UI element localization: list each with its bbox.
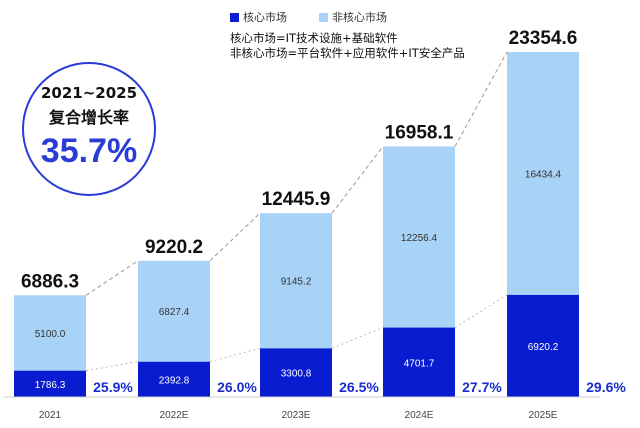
x-tick-label: 2024E: [405, 410, 434, 421]
legend-item-core: 核心市场: [230, 9, 287, 25]
bar-core-2024E: [383, 327, 455, 397]
bar-noncore-2021: [14, 295, 86, 371]
trend-line-total: [454, 51, 508, 147]
legend-swatch-noncore: [319, 12, 328, 22]
x-tick-label: 2021: [39, 410, 62, 421]
data-label-core: 2392.8: [159, 375, 190, 386]
x-tick-label: 2023E: [282, 410, 311, 421]
bar-noncore-2025E: [507, 52, 579, 295]
legend-label-noncore: 非核心市场: [332, 11, 387, 24]
bar-core-2022E: [138, 361, 210, 397]
legend-swatch-core: [230, 12, 239, 22]
core-share-label: 25.9%: [93, 379, 133, 395]
trend-line-core: [209, 347, 261, 363]
trend-line-core: [454, 294, 508, 328]
data-label-noncore: 6827.4: [159, 307, 190, 318]
core-share-label: 26.5%: [339, 379, 379, 395]
cagr-period: 2021~2025: [40, 84, 138, 102]
data-label-noncore: 5100.0: [35, 329, 66, 340]
legend: 核心市场 非核心市场: [230, 9, 387, 25]
x-tick-label: 2022E: [160, 410, 189, 421]
note-core-definition: 核心市场=IT技术设施+基础软件: [230, 31, 398, 45]
total-label: 16958.1: [385, 122, 454, 143]
trend-line-total: [331, 146, 384, 214]
core-share-label: 29.6%: [586, 379, 626, 395]
cagr-label: 复合增长率: [48, 108, 129, 127]
trend-line-total: [85, 260, 139, 296]
data-label-noncore: 9145.2: [281, 277, 312, 288]
total-label: 9220.2: [145, 237, 203, 258]
bar-noncore-2024E: [383, 146, 455, 328]
data-label-core: 4701.7: [404, 358, 435, 369]
total-label: 6886.3: [21, 271, 79, 292]
data-label-noncore: 12256.4: [401, 233, 438, 244]
core-share-label: 27.7%: [462, 379, 502, 395]
x-tick-label: 2025E: [529, 410, 558, 421]
data-label-core: 3300.8: [281, 369, 312, 380]
bar-noncore-2022E: [138, 260, 210, 362]
data-label-noncore: 16434.4: [525, 169, 562, 180]
total-label: 12445.9: [262, 189, 331, 210]
cagr-circle: 2021~2025 复合增长率 35.7%: [22, 62, 156, 196]
note-noncore-definition: 非核心市场=平台软件+应用软件+IT安全产品: [230, 46, 465, 60]
legend-item-noncore: 非核心市场: [319, 9, 387, 25]
trend-line-core: [331, 327, 384, 349]
data-label-core: 6920.2: [528, 342, 559, 353]
bar-noncore-2023E: [260, 213, 332, 349]
bar-core-2025E: [507, 294, 579, 397]
cagr-value: 35.7%: [40, 132, 138, 170]
bar-core-2023E: [260, 348, 332, 397]
data-label-core: 1786.3: [35, 380, 66, 391]
trend-line-core: [85, 361, 139, 372]
bar-core-2021: [14, 370, 86, 397]
total-label: 23354.6: [509, 28, 578, 49]
core-share-label: 26.0%: [217, 379, 257, 395]
trend-line-total: [209, 212, 261, 262]
legend-label-core: 核心市场: [243, 11, 287, 24]
